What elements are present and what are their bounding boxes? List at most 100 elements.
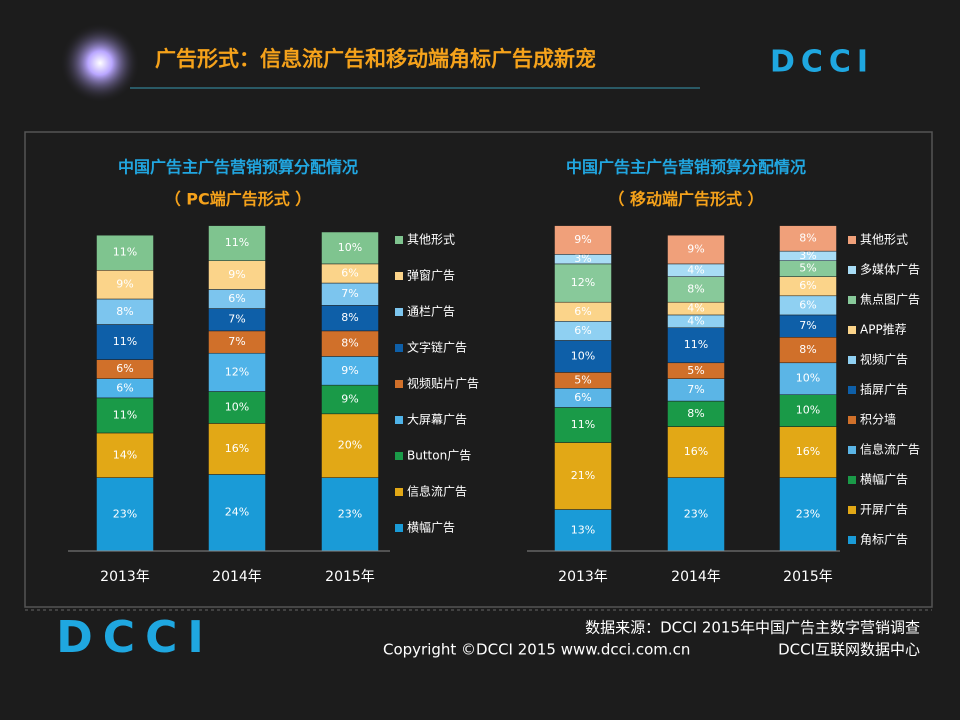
value-label: 10% — [571, 349, 595, 362]
bar-segment — [96, 298, 154, 325]
bar-segment — [554, 263, 612, 303]
value-label: 12% — [225, 365, 249, 378]
value-label: 5% — [687, 364, 704, 377]
bar-segment — [208, 225, 266, 261]
bar-segment — [667, 276, 725, 303]
value-label: 6% — [574, 305, 591, 318]
bar-segment — [667, 400, 725, 427]
footer-org: DCCI互联网数据中心 — [778, 641, 920, 659]
legend-swatch — [395, 236, 403, 244]
bar-segment — [779, 225, 837, 252]
chart-title: 中国广告主广告营销预算分配情况 — [566, 158, 806, 177]
bar-segment — [96, 397, 154, 434]
value-label: 9% — [341, 364, 358, 377]
value-label: 6% — [116, 381, 133, 394]
bar-segment — [667, 426, 725, 478]
value-label: 9% — [228, 268, 245, 281]
bar-segment — [96, 324, 154, 360]
value-label: 8% — [116, 305, 133, 318]
legend-swatch — [848, 536, 856, 544]
bar-segment — [667, 477, 725, 552]
value-label: 14% — [113, 448, 137, 461]
x-tick-label: 2013年 — [558, 569, 608, 585]
bar-segment — [321, 231, 379, 265]
value-label: 6% — [799, 279, 816, 292]
legend-label: 横幅广告 — [407, 520, 455, 535]
value-label: 6% — [116, 362, 133, 375]
x-tick-label: 2013年 — [100, 569, 150, 585]
legend-label: 其他形式 — [860, 233, 908, 247]
value-label: 12% — [571, 276, 595, 289]
bar-segment — [208, 423, 266, 475]
legend-label: 横幅广告 — [860, 472, 908, 487]
bar-segment — [554, 442, 612, 510]
bar-segment — [554, 509, 612, 552]
bar-segment — [554, 225, 612, 255]
x-tick-label: 2015年 — [783, 569, 833, 585]
value-label: 7% — [228, 313, 245, 326]
x-tick-label: 2014年 — [212, 569, 262, 585]
value-label: 7% — [799, 319, 816, 332]
value-label: 7% — [341, 287, 358, 300]
value-label: 10% — [796, 404, 820, 417]
bar-segment — [96, 270, 154, 300]
bar-segment — [321, 356, 379, 386]
legend-label: Button广告 — [407, 449, 471, 463]
value-label: 4% — [687, 263, 704, 276]
value-label: 11% — [113, 408, 137, 421]
value-label: 3% — [799, 249, 816, 262]
bar-segment — [779, 337, 837, 364]
legend-swatch — [395, 344, 403, 352]
value-label: 11% — [684, 338, 708, 351]
value-label: 5% — [574, 373, 591, 386]
legend-swatch — [848, 386, 856, 394]
header-title: 广告形式：信息流广告和移动端角标广告成新宠 — [155, 47, 596, 71]
value-label: 9% — [574, 233, 591, 246]
legend-label: 其他形式 — [407, 233, 455, 247]
value-label: 9% — [687, 243, 704, 256]
bar-segment — [208, 260, 266, 290]
bar-segment — [667, 234, 725, 265]
legend-label: 插屏广告 — [860, 383, 908, 397]
legend-swatch — [848, 266, 856, 274]
legend-swatch — [848, 446, 856, 454]
value-label: 11% — [571, 418, 595, 431]
value-label: 23% — [796, 507, 820, 520]
value-label: 6% — [228, 292, 245, 305]
bar-segment — [779, 477, 837, 552]
legend-label: 视频贴片广告 — [407, 376, 479, 391]
legend-swatch — [848, 296, 856, 304]
legend-swatch — [848, 506, 856, 514]
value-label: 8% — [687, 282, 704, 295]
value-label: 13% — [571, 523, 595, 536]
value-label: 6% — [799, 298, 816, 311]
value-label: 10% — [338, 241, 362, 254]
legend-swatch — [395, 380, 403, 388]
legend-swatch — [395, 416, 403, 424]
value-label: 6% — [341, 266, 358, 279]
value-label: 10% — [225, 400, 249, 413]
value-label: 8% — [799, 231, 816, 244]
value-label: 20% — [338, 439, 362, 452]
header-logo: DCCI — [770, 45, 874, 80]
legend-label: 信息流广告 — [860, 442, 920, 457]
value-label: 8% — [687, 407, 704, 420]
footer-source: 数据来源：DCCI 2015年中国广告主数字营销调查 — [585, 619, 920, 637]
chart-subtitle: （ 移动端广告形式 ） — [608, 190, 763, 209]
bar-segment — [208, 391, 266, 424]
legend-swatch — [395, 308, 403, 316]
bar-segment — [321, 305, 379, 332]
value-label: 9% — [341, 392, 358, 405]
value-label: 23% — [113, 507, 137, 520]
legend-swatch — [395, 488, 403, 496]
bar-segment — [208, 352, 266, 392]
value-label: 4% — [687, 302, 704, 315]
value-label: 8% — [341, 311, 358, 324]
legend-label: 弹窗广告 — [407, 269, 455, 283]
value-label: 21% — [571, 469, 595, 482]
legend-label: 多媒体广告 — [860, 263, 920, 277]
value-label: 10% — [796, 372, 820, 385]
value-label: 4% — [687, 314, 704, 327]
panel-frame — [24, 131, 933, 608]
value-label: 11% — [225, 236, 249, 249]
